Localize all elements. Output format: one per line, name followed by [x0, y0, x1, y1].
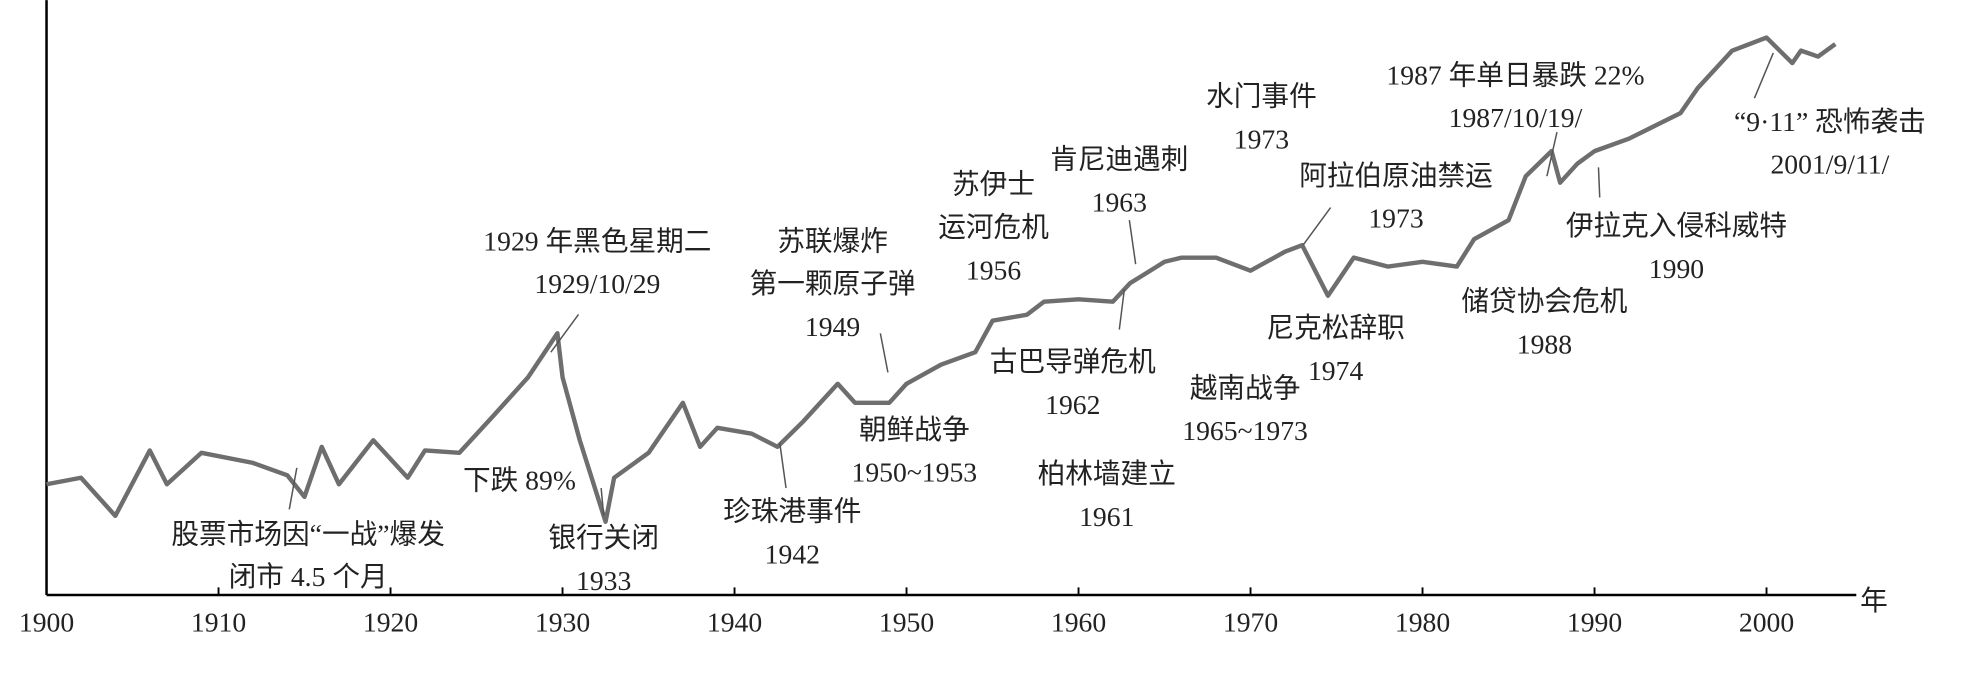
x-tick-label: 1900 — [19, 606, 74, 637]
annotation: 朝鲜战争 — [859, 414, 970, 445]
x-tick-label: 1940 — [707, 606, 762, 637]
annotation: 1990 — [1649, 253, 1704, 284]
leader-line — [550, 314, 580, 353]
annotation: “9·11” 恐怖袭击 — [1734, 106, 1926, 137]
annotation: 银行关闭 — [548, 522, 659, 553]
annotation: 下跌 89% — [463, 464, 576, 495]
leader-line — [1597, 167, 1601, 198]
annotation: 1961 — [1079, 501, 1134, 532]
annotation: 古巴导弹危机 — [990, 346, 1156, 377]
leader-line — [778, 442, 787, 489]
annotation: 1933 — [576, 565, 631, 596]
x-axis-label: 年 — [1860, 585, 1888, 616]
annotation: 1973 — [1368, 203, 1423, 234]
annotation: 苏联爆炸 — [777, 225, 888, 256]
annotation: 1962 — [1045, 389, 1100, 420]
annotation: 运河危机 — [938, 212, 1049, 243]
index-line — [46, 35, 1837, 524]
annotation: 股票市场因“一战”爆发 — [171, 518, 444, 549]
annotation: 1987 年单日暴跌 22% — [1386, 59, 1644, 90]
annotation: 肯尼迪遇刺 — [1050, 144, 1188, 175]
leader-line — [1302, 207, 1332, 246]
x-tick-label: 2000 — [1739, 606, 1794, 637]
annotation: 1929/10/29 — [534, 268, 660, 299]
annotation: 水门事件 — [1206, 81, 1317, 112]
annotation: 1965~1973 — [1182, 415, 1308, 446]
leader-line — [1546, 131, 1558, 177]
annotation: 1974 — [1308, 355, 1363, 386]
leader-line — [1118, 289, 1126, 330]
x-tick-label: 1990 — [1567, 606, 1622, 637]
x-tick-label: 1960 — [1051, 606, 1106, 637]
annotation: 储贷协会危机 — [1461, 286, 1627, 317]
leader-line — [1753, 52, 1774, 99]
annotation: 1942 — [765, 539, 820, 570]
annotation: 1956 — [966, 254, 1021, 285]
annotation: 阿拉伯原油禁运 — [1299, 160, 1493, 191]
annotation: 1950~1953 — [852, 457, 978, 488]
annotation: 苏伊士 — [952, 169, 1035, 200]
annotation: 越南战争 — [1190, 372, 1301, 403]
leader-line — [879, 333, 889, 373]
x-tick-label: 1930 — [535, 606, 590, 637]
annotation: 伊拉克入侵科威特 — [1566, 210, 1787, 241]
x-tick-label: 1920 — [363, 606, 418, 637]
annotation: 珍珠港事件 — [723, 496, 861, 527]
annotation: 闭市 4.5 个月 — [229, 561, 388, 592]
leader-line — [600, 487, 605, 516]
annotation: 1963 — [1092, 186, 1147, 217]
annotation: 1973 — [1234, 123, 1289, 154]
annotation: 1949 — [805, 311, 860, 342]
leader-line — [288, 467, 298, 510]
annotation: 第一颗原子弹 — [750, 268, 916, 299]
x-tick-label: 1950 — [879, 606, 934, 637]
annotation: 柏林墙建立 — [1038, 458, 1176, 489]
annotation: 1988 — [1517, 328, 1572, 359]
annotation: 2001/9/11/ — [1770, 149, 1889, 180]
x-tick-label: 1970 — [1223, 606, 1278, 637]
annotation: 尼克松辞职 — [1266, 312, 1404, 343]
annotation: 1987/10/19/ — [1449, 102, 1583, 133]
leader-line — [1128, 220, 1137, 265]
x-tick-label: 1980 — [1395, 606, 1450, 637]
annotation: 1929 年黑色星期二 — [483, 225, 711, 256]
x-tick-label: 1910 — [191, 606, 246, 637]
